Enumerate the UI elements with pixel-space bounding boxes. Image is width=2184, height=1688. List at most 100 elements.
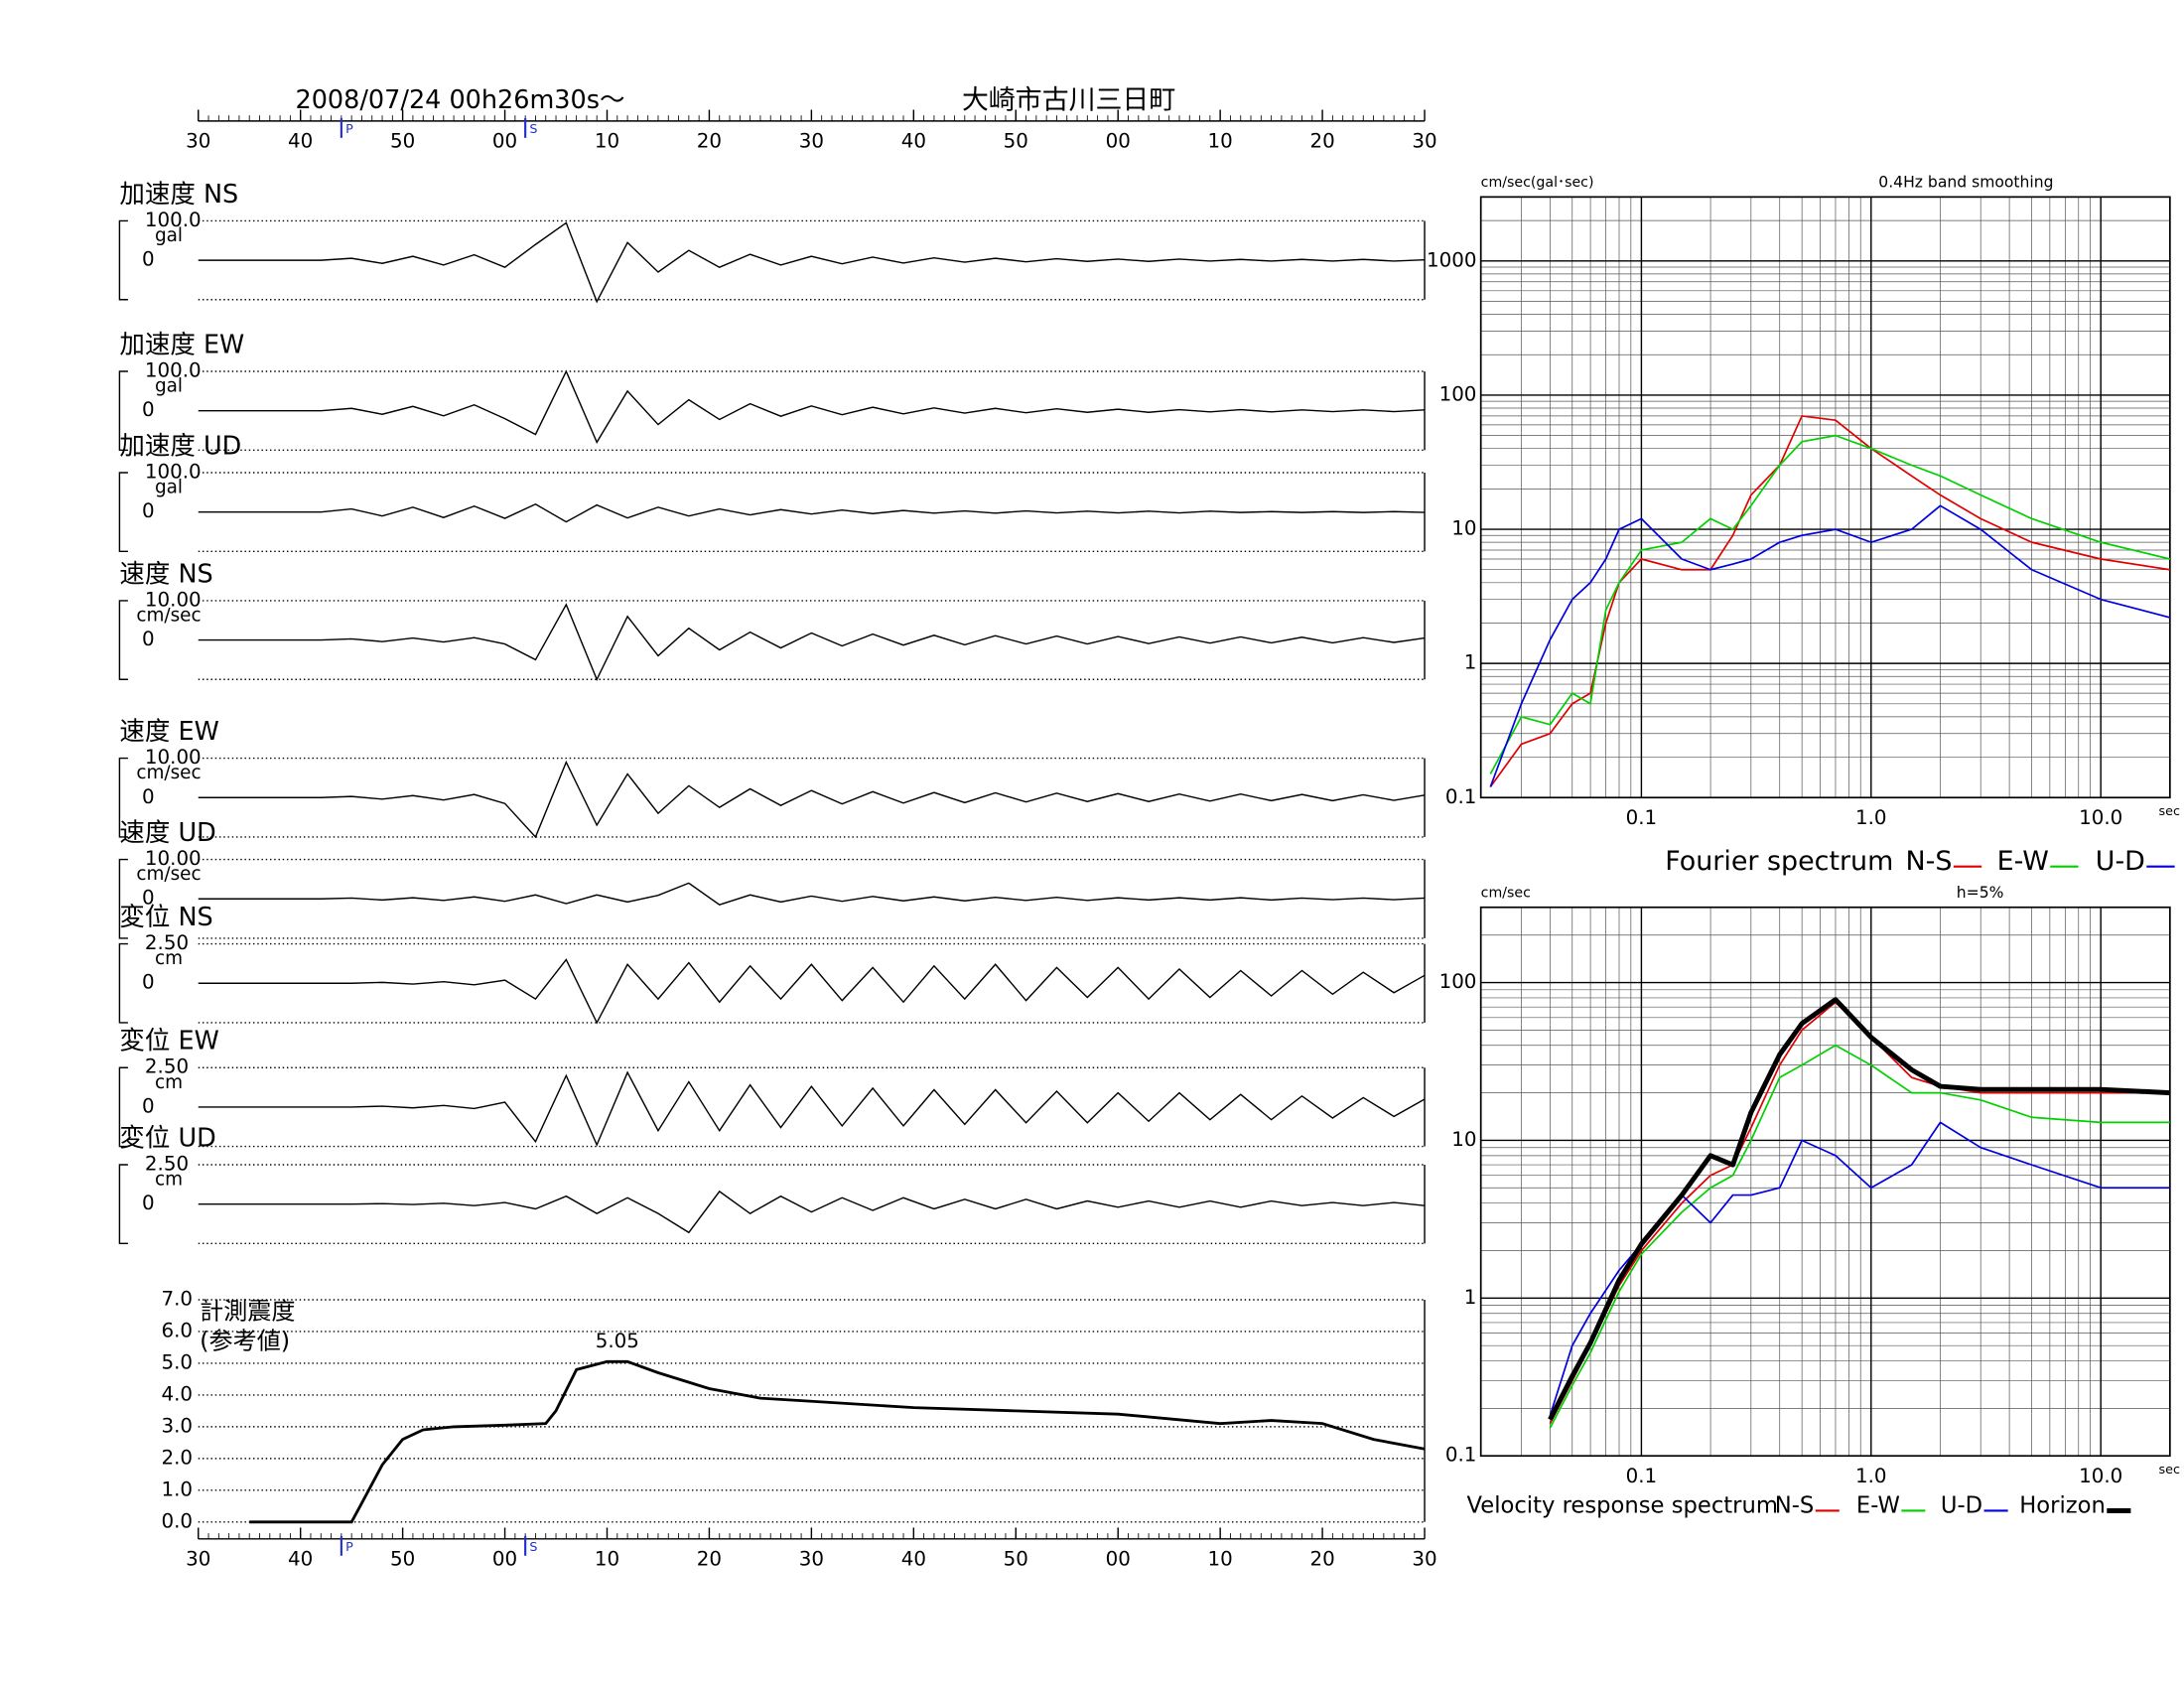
unit-label: gal xyxy=(155,225,183,246)
x-tick-label: 40 xyxy=(901,130,926,153)
waveform xyxy=(198,1190,1426,1234)
x-tick-label: 10.0 xyxy=(2079,1465,2122,1487)
y-tick-label: 2.50 xyxy=(145,1152,189,1175)
phase-label: P xyxy=(345,122,353,137)
y-tick-label: 3.0 xyxy=(162,1414,194,1437)
y-tick-label: 0 xyxy=(142,499,155,522)
intensity-subtitle: (参考値) xyxy=(200,1327,290,1354)
plot-frame xyxy=(1479,196,2171,799)
spectrum-line xyxy=(1549,1044,2170,1429)
unit-label: gal xyxy=(155,376,183,397)
waveform xyxy=(198,958,1426,1025)
y-tick-label: 1.0 xyxy=(162,1477,194,1500)
peak-label: 5.05 xyxy=(596,1330,639,1352)
panel-bracket xyxy=(118,370,128,452)
y-tick-label: 10 xyxy=(1451,1128,1476,1151)
y-tick-label: 100 xyxy=(1439,382,1477,405)
spectrum-line xyxy=(1548,997,2170,1421)
x-tick-label: 50 xyxy=(1004,130,1028,153)
y-tick-label: 0 xyxy=(142,628,155,650)
y-tick-label: 2.0 xyxy=(162,1446,194,1469)
x-tick-label: 00 xyxy=(1106,130,1131,153)
y-tick-label: 1 xyxy=(1464,1286,1477,1309)
x-tick-label: 00 xyxy=(492,130,517,153)
x-tick-label: 10 xyxy=(1208,130,1233,153)
waveform xyxy=(198,369,1426,444)
x-axis-label: sec xyxy=(2159,1463,2180,1477)
panel-bracket xyxy=(118,600,128,680)
spectrum-line xyxy=(1489,434,2171,774)
x-tick-label: 20 xyxy=(697,1548,722,1571)
legend-label: N-S xyxy=(1775,1493,1815,1519)
y-tick-label: 0 xyxy=(142,398,155,421)
y-tick-label: 1000 xyxy=(1427,248,1476,271)
y-tick-label: 0 xyxy=(142,1094,155,1117)
x-tick-label: 1.0 xyxy=(1855,1465,1887,1487)
y-tick-label: 1 xyxy=(1464,651,1477,674)
y-tick-label: 6.0 xyxy=(162,1319,194,1341)
trace-title: 変位 EW xyxy=(119,1027,218,1056)
trace-title: 加速度 EW xyxy=(119,331,244,360)
x-tick-label: 1.0 xyxy=(1855,806,1887,829)
x-axis-label: sec xyxy=(2159,804,2180,819)
x-tick-label: 30 xyxy=(1412,1548,1436,1571)
y-tick-label: 5.0 xyxy=(162,1350,194,1373)
waveform xyxy=(198,603,1426,681)
y-tick-label: 0 xyxy=(142,887,155,910)
y-tick-label: 100 xyxy=(1439,970,1477,993)
legend-label: U-D xyxy=(1941,1493,1982,1519)
panel-bracket xyxy=(118,757,128,838)
trace-title: 加速度 NS xyxy=(119,180,238,210)
unit-label: cm xyxy=(155,1072,183,1093)
unit-label: cm/sec xyxy=(136,864,201,885)
plot-frame xyxy=(1479,906,2171,1458)
x-tick-label: 0.1 xyxy=(1626,1465,1658,1487)
spectrum-line xyxy=(1489,504,2171,787)
x-tick-label: 10 xyxy=(595,1548,619,1571)
y-tick-label: 100.0 xyxy=(145,209,202,231)
x-tick-label: 30 xyxy=(186,130,210,153)
x-tick-label: 30 xyxy=(186,1548,210,1571)
y-tick-label: 2.50 xyxy=(145,1055,189,1078)
y-tick-label: 0 xyxy=(142,248,155,271)
waveform xyxy=(198,1070,1426,1147)
y-tick-label: 10.00 xyxy=(145,588,202,611)
x-tick-label: 40 xyxy=(901,1548,926,1571)
panel-bracket xyxy=(118,472,128,553)
x-tick-label: 20 xyxy=(1309,1548,1334,1571)
trace-title: 変位 NS xyxy=(119,903,212,932)
y-tick-label: 2.50 xyxy=(145,931,189,954)
y-tick-label: 0 xyxy=(142,785,155,808)
spectrum-line xyxy=(1549,1001,2170,1425)
y-tick-label: 10.00 xyxy=(145,746,202,769)
note: 0.4Hz band smoothing xyxy=(1878,174,2053,192)
y-tick-label: 4.0 xyxy=(162,1382,194,1405)
legend-label: N-S xyxy=(1906,846,1953,877)
trace-title: 速度 UD xyxy=(119,818,215,848)
y-tick-label: 0.1 xyxy=(1445,1444,1477,1467)
phase-label: S xyxy=(529,1540,537,1555)
legend-label: E-W xyxy=(1856,1493,1900,1519)
record-time: 2008/07/24 00h26m30s～ xyxy=(295,85,624,115)
x-tick-label: 50 xyxy=(1004,1548,1028,1571)
x-tick-label: 30 xyxy=(799,1548,824,1571)
x-tick-label: 20 xyxy=(1309,130,1334,153)
spectrum-line xyxy=(1489,415,2170,787)
y-tick-label: 0.0 xyxy=(162,1509,194,1532)
panel-bracket xyxy=(118,219,128,301)
y-tick-label: 0.1 xyxy=(1445,785,1477,808)
trace-title: 変位 UD xyxy=(119,1123,215,1153)
legend-label: U-D xyxy=(2096,846,2145,877)
panel-bracket xyxy=(118,942,128,1024)
x-tick-label: 30 xyxy=(1412,130,1436,153)
panel-bracket xyxy=(118,1066,128,1148)
panel-bracket xyxy=(118,1164,128,1245)
panel-bracket xyxy=(118,858,128,939)
x-tick-label: 30 xyxy=(799,130,824,153)
x-tick-label: 00 xyxy=(492,1548,517,1571)
unit-label: cm xyxy=(155,1170,183,1191)
x-tick-label: 0.1 xyxy=(1626,806,1658,829)
y-tick-label: 100.0 xyxy=(145,461,202,484)
y-tick-label: 0 xyxy=(142,971,155,994)
